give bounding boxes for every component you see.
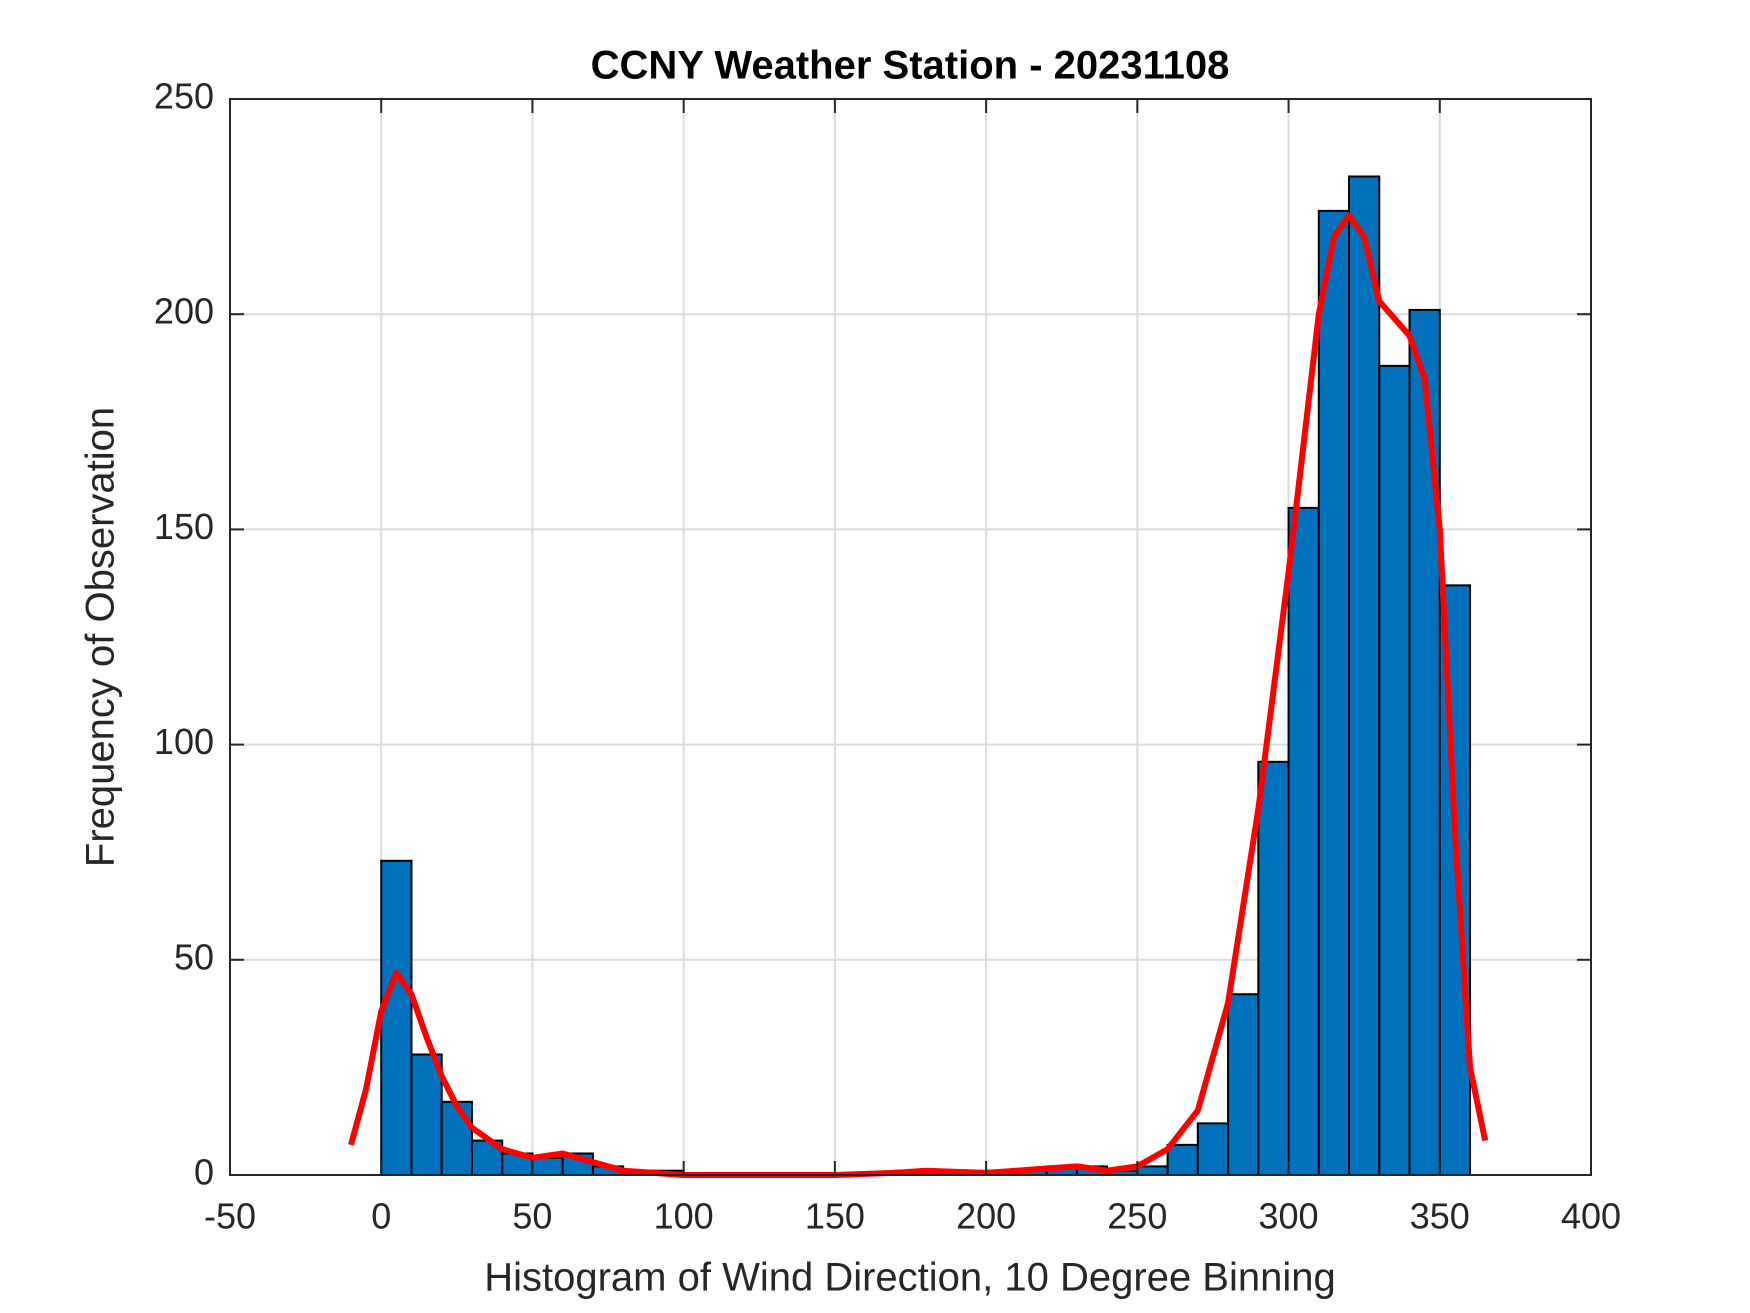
x-axis-label: Histogram of Wind Direction, 10 Degree B… bbox=[484, 1256, 1336, 1300]
x-tick-label: 300 bbox=[1259, 1196, 1319, 1237]
bar bbox=[1378, 364, 1411, 1176]
y-tick-label: 150 bbox=[154, 506, 214, 547]
y-tick-label: 200 bbox=[154, 291, 214, 332]
x-tick-label: 350 bbox=[1410, 1196, 1470, 1237]
x-tick-label: -50 bbox=[204, 1196, 256, 1237]
chart-title: CCNY Weather Station - 20231108 bbox=[591, 44, 1230, 88]
bar bbox=[1227, 993, 1260, 1176]
density-curve bbox=[348, 212, 1489, 1178]
y-tick-label: 0 bbox=[194, 1152, 214, 1193]
bar bbox=[440, 1100, 473, 1177]
x-tick-label: 200 bbox=[956, 1196, 1016, 1237]
bar bbox=[1166, 1143, 1199, 1176]
x-tick-label: 50 bbox=[512, 1196, 552, 1237]
x-tick-label: 150 bbox=[805, 1196, 865, 1237]
bar bbox=[1287, 506, 1320, 1176]
x-tick-label: 100 bbox=[654, 1196, 714, 1237]
plot-frame bbox=[229, 98, 1592, 1176]
y-tick-label: 100 bbox=[154, 721, 214, 762]
bar bbox=[380, 859, 413, 1176]
y-tick-label: 50 bbox=[174, 936, 214, 977]
y-axis-label: Frequency of Observation bbox=[79, 407, 123, 867]
bar bbox=[1408, 308, 1441, 1176]
y-tick-label: 250 bbox=[154, 76, 214, 117]
x-tick-label: 0 bbox=[371, 1196, 391, 1237]
x-tick-label: 400 bbox=[1561, 1196, 1621, 1237]
bar bbox=[1136, 1165, 1169, 1176]
bar bbox=[1257, 760, 1290, 1176]
x-tick-label: 250 bbox=[1107, 1196, 1167, 1237]
bar bbox=[1348, 175, 1381, 1177]
bar bbox=[531, 1156, 564, 1177]
bar bbox=[1196, 1122, 1230, 1177]
bar bbox=[1317, 209, 1351, 1177]
